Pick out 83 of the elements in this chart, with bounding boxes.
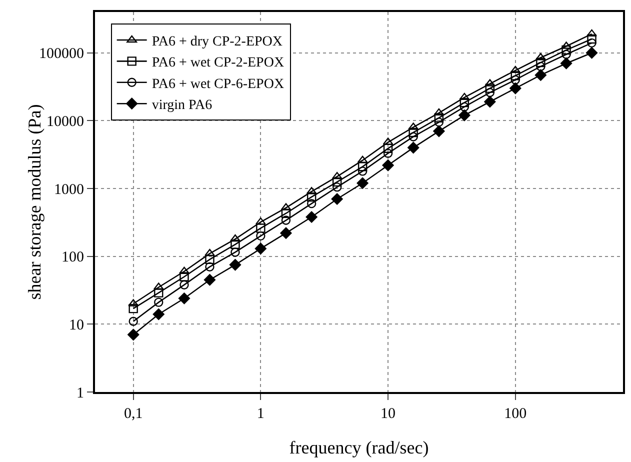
y-tick-label: 100	[62, 250, 84, 266]
point	[433, 125, 445, 137]
point	[587, 34, 596, 44]
point	[229, 259, 242, 271]
point	[331, 193, 343, 205]
point	[484, 96, 496, 108]
point	[128, 316, 138, 326]
point	[408, 142, 420, 154]
point	[154, 288, 164, 298]
x-axis-title: frequency (rad/sec)	[289, 438, 429, 458]
point	[306, 192, 316, 202]
point	[562, 50, 571, 59]
point	[408, 128, 418, 138]
point	[281, 216, 291, 225]
point	[306, 198, 316, 208]
point	[152, 308, 164, 320]
point	[204, 248, 215, 256]
point	[358, 166, 368, 176]
point	[562, 45, 571, 55]
point	[458, 110, 470, 122]
x-tick-label: 10	[380, 406, 396, 422]
point	[356, 177, 368, 189]
point	[459, 92, 470, 100]
point	[280, 227, 292, 239]
y-tick-label: 100000	[39, 46, 84, 62]
point	[205, 262, 214, 272]
legend-label: PA6 + wet CP-2-EPOX	[152, 56, 284, 71]
point	[179, 266, 190, 274]
point	[434, 108, 444, 116]
point	[255, 217, 266, 225]
point	[560, 58, 572, 70]
point	[534, 69, 546, 81]
point	[180, 280, 189, 290]
point	[460, 102, 470, 112]
point	[586, 29, 597, 37]
x-tick-label: 0,1	[124, 406, 143, 422]
point	[332, 177, 342, 187]
point	[281, 208, 291, 218]
point	[382, 159, 394, 172]
point	[230, 234, 240, 242]
point	[510, 82, 522, 94]
point	[128, 304, 138, 314]
point	[358, 162, 368, 172]
point	[510, 66, 521, 74]
point	[230, 248, 240, 257]
point	[306, 211, 318, 223]
point	[383, 148, 393, 158]
point	[256, 224, 266, 233]
point	[485, 88, 495, 98]
point	[254, 242, 266, 254]
legend-label: virgin PA6	[152, 98, 212, 114]
point	[536, 62, 546, 72]
point	[205, 254, 214, 264]
point	[128, 328, 140, 340]
legend-label: PA6 + wet CP-6-EPOX	[152, 76, 284, 92]
legend-label: PA6 + dry CP-2-EPOX	[152, 34, 283, 50]
point	[510, 75, 520, 84]
point	[332, 182, 342, 192]
point	[408, 132, 418, 142]
point	[510, 71, 520, 80]
point	[332, 172, 342, 180]
point	[586, 47, 598, 59]
y-tick-label: 10000	[46, 114, 84, 130]
point	[434, 113, 444, 122]
point	[485, 84, 495, 93]
y-axis-title: shear storage modulus (Pa)	[24, 104, 44, 300]
point	[204, 274, 216, 286]
point	[178, 292, 190, 304]
point	[434, 118, 444, 127]
point	[561, 42, 572, 49]
point	[180, 272, 189, 282]
point	[230, 240, 240, 249]
y-tick-label: 10	[69, 317, 84, 334]
point	[587, 38, 596, 48]
x-tick-label: 100	[504, 406, 527, 422]
point	[383, 144, 393, 154]
y-tick-label: 1000	[54, 182, 84, 198]
x-tick-label: 1	[256, 406, 264, 422]
point	[256, 231, 266, 241]
point	[460, 98, 470, 108]
y-tick-label: 1	[76, 385, 84, 402]
point	[154, 298, 164, 307]
point	[536, 58, 546, 68]
